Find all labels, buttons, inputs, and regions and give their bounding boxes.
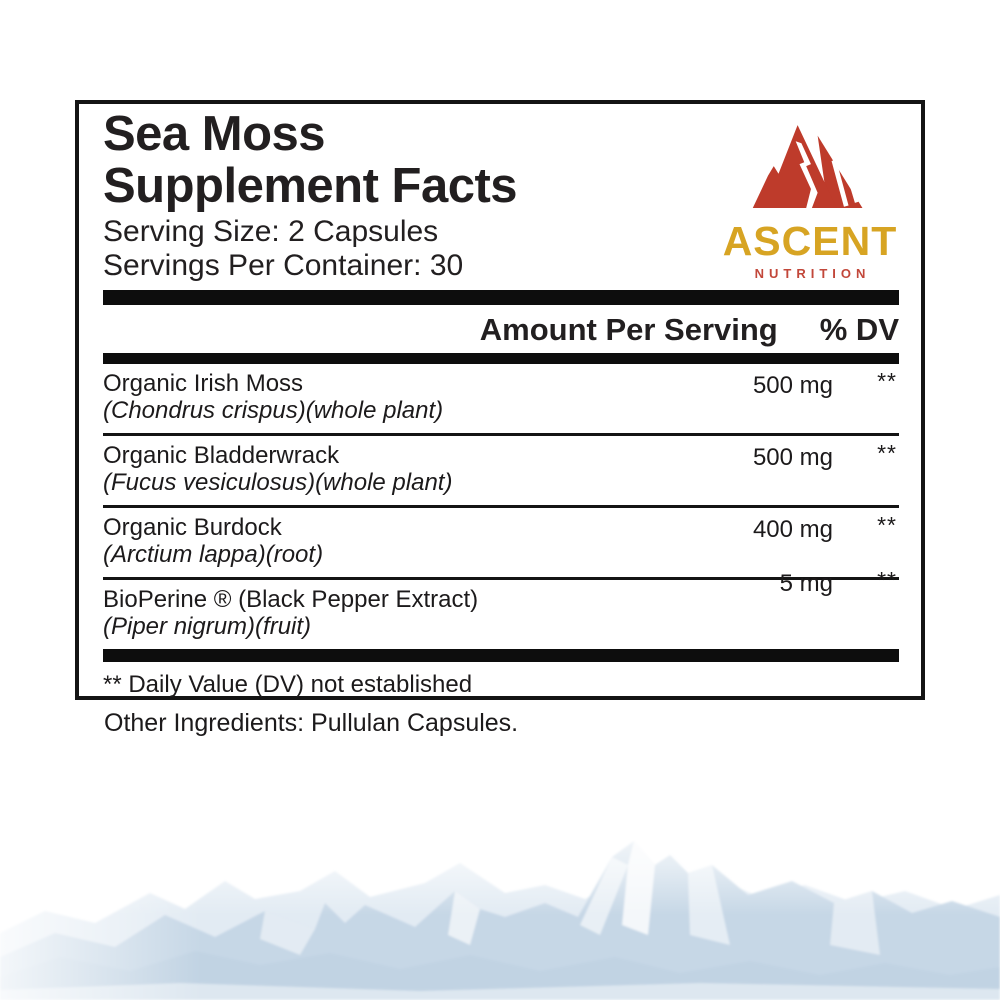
column-header-amount: Amount Per Serving: [479, 312, 778, 347]
ingredient-latin-name: (Piper nigrum)(fruit): [103, 613, 312, 640]
ingredient-row-burdock: Organic Burdock (Arctium lappa)(root) 40…: [103, 508, 899, 580]
dv-footnote: ** Daily Value (DV) not established: [103, 671, 473, 698]
serving-size: Serving Size: 2 Capsules: [103, 215, 439, 248]
mountain-backdrop-image: [0, 805, 1000, 1000]
ingredient-dv: **: [877, 512, 897, 538]
brand-logo: ASCENT NUTRITION: [721, 108, 899, 281]
ingredient-dv: **: [877, 368, 897, 394]
divider-bar-bottom: [103, 649, 899, 662]
ingredient-amount: 500 mg: [752, 444, 833, 471]
product-title-line1: Sea Moss: [103, 107, 326, 161]
divider-bar-header: [103, 353, 899, 364]
mountain-logo-icon: [752, 125, 863, 209]
ingredient-row-bladderwrack: Organic Bladderwrack (Fucus vesiculosus)…: [103, 436, 899, 508]
other-ingredients: Other Ingredients: Pullulan Capsules.: [104, 709, 519, 737]
panel-header: Sea Moss Supplement Facts Serving Size: …: [103, 108, 899, 283]
column-header-dv: % DV: [819, 312, 899, 347]
ingredient-latin-name: (Chondrus crispus)(whole plant): [103, 397, 444, 424]
ingredient-dv: **: [877, 440, 897, 466]
supplement-facts-panel: Sea Moss Supplement Facts Serving Size: …: [75, 100, 925, 700]
ingredient-list: Organic Irish Moss (Chondrus crispus)(wh…: [103, 364, 899, 649]
serving-info: Serving Size: 2 Capsules Servings Per Co…: [103, 215, 517, 283]
servings-per-container: Servings Per Container: 30: [103, 249, 464, 282]
ingredient-row-irish-moss: Organic Irish Moss (Chondrus crispus)(wh…: [103, 364, 899, 436]
product-title-line2: Supplement Facts: [103, 159, 518, 213]
ingredient-latin-name: (Fucus vesiculosus)(whole plant): [103, 469, 453, 496]
title-block: Sea Moss Supplement Facts Serving Size: …: [103, 107, 518, 283]
column-header: Amount Per Serving % DV: [103, 305, 899, 353]
ingredient-latin-name: (Arctium lappa)(root): [103, 541, 324, 568]
ingredient-dv: **: [877, 567, 897, 593]
ingredient-name: Organic Bladderwrack: [103, 442, 340, 469]
brand-name: ASCENT: [722, 218, 898, 264]
ingredient-name: Organic Irish Moss: [103, 370, 304, 397]
brand-tagline: NUTRITION: [754, 266, 871, 281]
ingredient-amount: 500 mg: [752, 372, 833, 399]
ingredient-row-bioperine: BioPerine ® (Black Pepper Extract) (Pipe…: [103, 567, 899, 649]
divider-bar-top: [103, 290, 899, 305]
ingredient-amount: 5 mg: [779, 570, 833, 597]
ingredient-name: BioPerine ® (Black Pepper Extract): [103, 586, 479, 613]
ingredient-amount: 400 mg: [752, 516, 833, 543]
ingredient-name: Organic Burdock: [103, 514, 282, 541]
